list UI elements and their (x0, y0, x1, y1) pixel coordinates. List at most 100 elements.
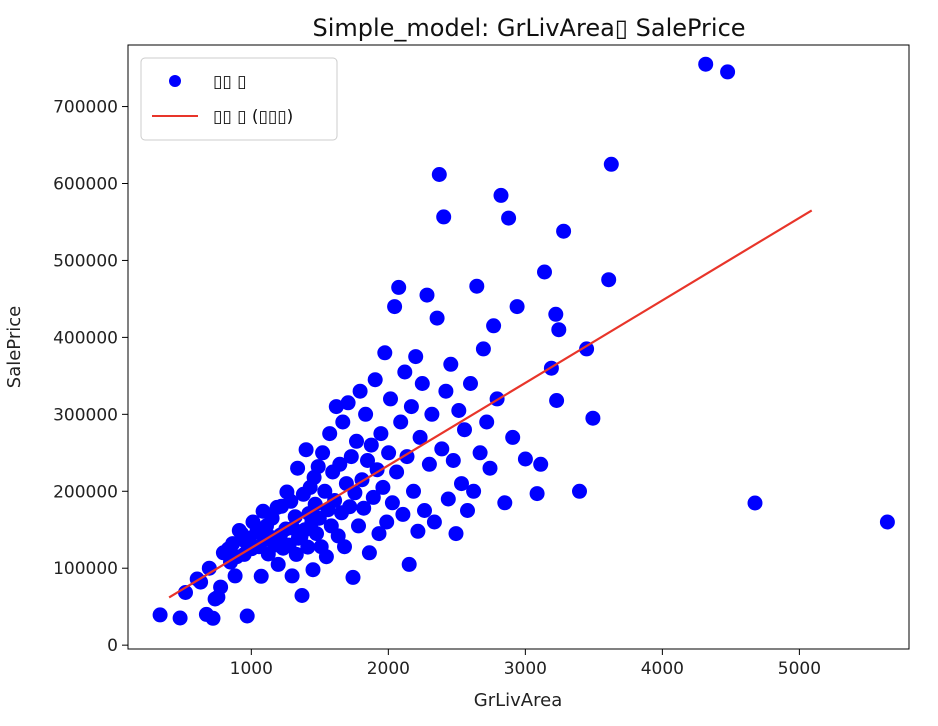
y-tick-label: 300000 (53, 405, 118, 425)
x-tick-label: 2000 (367, 659, 410, 679)
scatter-point (367, 372, 383, 388)
scatter-point (284, 568, 300, 584)
legend-marker-scatter (169, 75, 181, 87)
scatter-point (429, 310, 445, 326)
chart-title: Simple_model: GrLivArea▯ SalePrice (312, 14, 745, 42)
scatter-point (377, 345, 393, 361)
scatter-point (300, 539, 316, 555)
scatter-point (601, 272, 617, 288)
scatter-point (322, 426, 338, 442)
scatter-point (579, 341, 595, 357)
scatter-point (475, 341, 491, 357)
scatter-point (556, 223, 572, 239)
y-tick-label: 200000 (53, 482, 118, 502)
scatter-point (193, 574, 209, 590)
scatter-point (298, 442, 314, 458)
scatter-point (548, 306, 564, 322)
scatter-point (417, 503, 432, 518)
scatter-point (294, 588, 310, 603)
scatter-point (434, 441, 450, 457)
x-tick-label: 1000 (230, 659, 273, 679)
scatter-point (373, 426, 389, 442)
scatter-point (585, 410, 601, 426)
plot-area (152, 56, 895, 626)
scatter-point (879, 514, 895, 530)
scatter-point (436, 209, 452, 225)
plot-frame (127, 44, 910, 650)
scatter-point (493, 187, 509, 203)
scatter-point (505, 429, 521, 445)
y-tick-label: 600000 (53, 174, 118, 194)
scatter-point (431, 167, 447, 182)
x-axis: 1000 2000 3000 4000 5000 (230, 649, 821, 679)
scatter-point (572, 483, 587, 499)
scatter-point (328, 399, 344, 415)
scatter-point (443, 356, 459, 372)
regression-line (168, 209, 813, 599)
scatter-point (340, 395, 356, 411)
scatter-point (270, 556, 286, 572)
scatter-point (537, 264, 552, 280)
scatter-point (342, 499, 358, 515)
scatter-point (482, 460, 498, 476)
scatter-point (460, 503, 475, 518)
scatter-point (317, 483, 333, 499)
y-tick-label: 700000 (53, 98, 118, 118)
scatter-point (408, 349, 424, 365)
scatter-point (463, 376, 478, 391)
scatter-point (603, 156, 619, 172)
scatter-point (337, 539, 352, 555)
scatter-point (457, 422, 472, 438)
scatter-point (318, 549, 334, 565)
scatter-point (309, 526, 324, 542)
y-axis-label: SalePrice (4, 306, 25, 388)
scatter-point (225, 536, 241, 552)
y-tick-label: 100000 (53, 559, 118, 579)
scatter-point (529, 486, 545, 502)
legend-label-line: ▯▯ ▯ (▯▯▯) (213, 107, 293, 127)
scatter-point (358, 406, 374, 422)
scatter-point (509, 299, 525, 315)
scatter-point (426, 514, 442, 530)
scatter-point (213, 579, 229, 595)
legend: ▯▯ ▯ ▯▯ ▯ (▯▯▯) (140, 57, 338, 141)
scatter-point (389, 464, 405, 480)
scatter-point (363, 437, 379, 453)
scatter-point (445, 453, 461, 468)
x-tick-label: 4000 (641, 659, 684, 679)
scatter-point (397, 364, 413, 380)
scatter-point (517, 451, 533, 467)
scatter-point (315, 445, 331, 461)
scatter-point (391, 279, 407, 295)
scatter-point (424, 406, 440, 422)
scatter-point (352, 383, 368, 399)
scatter-point (440, 491, 456, 507)
scatter-point (448, 526, 464, 542)
scatter-point (290, 460, 306, 476)
scatter-point (239, 608, 255, 624)
scatter-point (387, 299, 403, 315)
y-tick-label: 400000 (53, 328, 118, 348)
scatter-point (360, 453, 375, 468)
scatter-point (305, 562, 321, 578)
scatter-point (384, 495, 400, 511)
scatter-point (172, 610, 188, 626)
scatter-point (747, 495, 763, 511)
scatter-point (283, 493, 299, 509)
scatter-point (227, 568, 243, 584)
y-axis: 0 100000 200000 300000 400000 500000 600000 700… (53, 98, 128, 656)
scatter-point (403, 399, 419, 415)
scatter-point (393, 414, 409, 430)
x-tick-label: 5000 (778, 659, 821, 679)
scatter-point (332, 456, 348, 472)
scatter-point (343, 449, 359, 465)
scatter-point (533, 456, 549, 472)
y-tick-label: 0 (107, 636, 118, 656)
scatter-point (466, 483, 482, 499)
scatter-point (486, 318, 502, 334)
scatter-point (501, 210, 517, 226)
scatter-point (253, 568, 269, 584)
x-tick-label: 3000 (504, 659, 547, 679)
